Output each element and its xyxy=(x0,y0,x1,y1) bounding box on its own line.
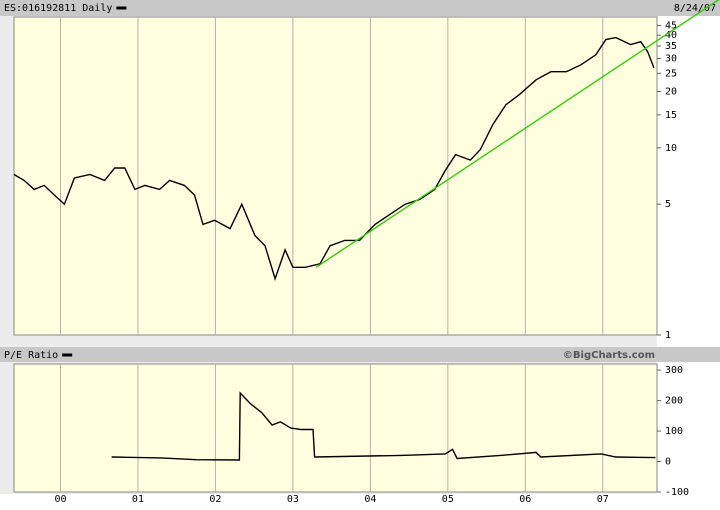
y-tick-label: 20 xyxy=(665,86,677,97)
x-tick-label: 07 xyxy=(597,494,609,505)
header-bar xyxy=(0,347,720,362)
y-tick-label: 45 xyxy=(665,21,677,32)
x-tick-label: 03 xyxy=(287,494,299,505)
header-bar xyxy=(0,0,720,16)
x-tick-label: 00 xyxy=(54,494,66,505)
y-tick-label: 25 xyxy=(665,68,677,79)
y-tick-label: 35 xyxy=(665,41,677,52)
y-tick-label: 200 xyxy=(665,396,683,407)
axis-area xyxy=(657,362,720,510)
y-tick-label: 30 xyxy=(665,54,677,65)
price-line xyxy=(315,0,720,268)
axis-area xyxy=(657,16,720,347)
price-line xyxy=(111,391,656,461)
x-tick-label: 01 xyxy=(132,494,144,505)
x-tick-label: 02 xyxy=(209,494,221,505)
price-line xyxy=(13,36,655,281)
y-tick-label: 0 xyxy=(665,457,671,468)
y-tick-label: 300 xyxy=(665,365,683,376)
legend-label: ES:016192811 Daily xyxy=(4,3,112,14)
plot-area xyxy=(13,363,658,493)
y-tick-label: 40 xyxy=(665,30,677,41)
plot-area xyxy=(13,16,658,336)
y-tick-label: 1 xyxy=(665,330,671,341)
legend-label: P/E Ratio xyxy=(4,350,58,361)
credit: ©BigCharts.com xyxy=(563,350,655,361)
y-tick-label: 5 xyxy=(665,199,671,210)
y-tick-label: 100 xyxy=(665,426,683,437)
y-tick-label: 15 xyxy=(665,110,677,121)
x-tick-label: 04 xyxy=(364,494,376,505)
x-tick-label: 05 xyxy=(442,494,454,505)
x-tick-label: 06 xyxy=(519,494,531,505)
axis-area xyxy=(0,494,657,510)
y-tick-label: 10 xyxy=(665,143,677,154)
date-label: 8/24/07 xyxy=(674,3,716,14)
y-tick-label: -100 xyxy=(665,487,689,498)
